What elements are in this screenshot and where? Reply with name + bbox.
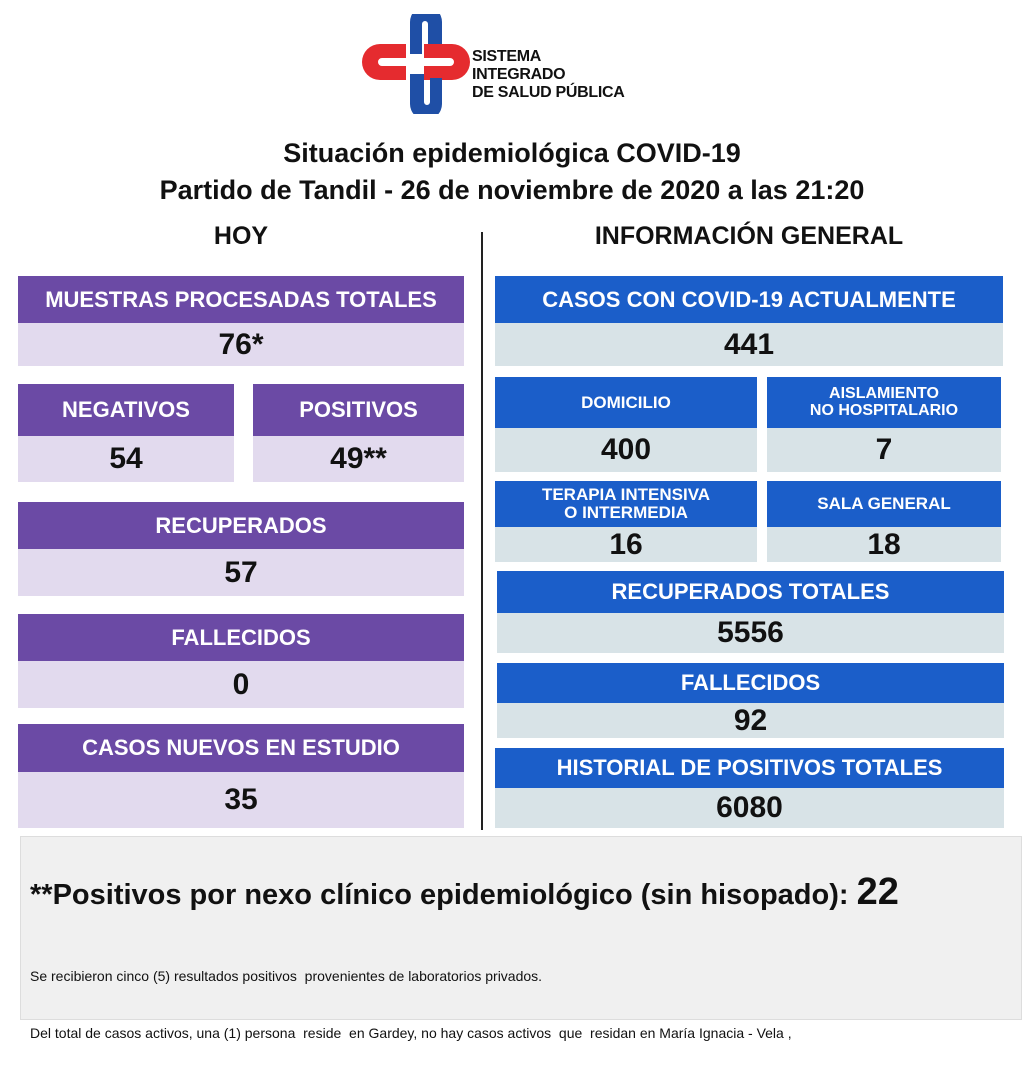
terapia-value: 16 [495,527,757,562]
sala-header: SALA GENERAL [767,481,1001,527]
fallecidos-header: FALLECIDOS [18,614,464,661]
nexo-value: 22 [856,871,899,913]
terapia-header: TERAPIA INTENSIVA O INTERMEDIA [495,481,757,527]
general-heading: INFORMACIÓN GENERAL [594,222,904,250]
actuales-header: CASOS CON COVID-19 ACTUALMENTE [495,276,1003,323]
logo-mark-icon [362,14,470,114]
recuperados-totales-header: RECUPERADOS TOTALES [497,571,1004,613]
column-divider [481,232,483,830]
recuperados-value: 57 [18,549,464,596]
terapia-label-2: O INTERMEDIA [564,503,688,522]
logo: SISTEMA INTEGRADO DE SALUD PÚBLICA [362,14,632,114]
logo-text-line1: SISTEMA INTEGRADO [472,48,566,83]
positivos-value: 49** [253,436,464,482]
historial-header: HISTORIAL DE POSITIVOS TOTALES [495,748,1004,788]
nuevos-header: CASOS NUEVOS EN ESTUDIO [18,724,464,772]
positivos-header: POSITIVOS [253,384,464,436]
fallecidos-totales-value: 92 [497,703,1004,738]
recuperados-totales-value: 5556 [497,613,1004,653]
aislamiento-value: 7 [767,428,1001,472]
fallecidos-totales-header: FALLECIDOS [497,663,1004,703]
aislamiento-label-2: NO HOSPITALARIO [809,401,959,419]
hoy-heading: HOY [213,222,269,250]
logo-text-line2: DE SALUD PÚBLICA [472,84,625,101]
aislamiento-label-1: AISLAMIENTO [829,384,939,402]
nexo-label: **Positivos por nexo clínico epidemiológ… [30,879,849,911]
historial-value: 6080 [495,788,1004,828]
page-title: Situación epidemiológica COVID-19 [283,138,741,168]
footer-note-1: Se recibieron cinco (5) resultados posit… [30,968,543,984]
sala-value: 18 [767,527,1001,562]
domicilio-header: DOMICILIO [495,377,757,428]
nuevos-value: 35 [18,772,464,828]
negativos-header: NEGATIVOS [18,384,234,436]
actuales-value: 441 [495,323,1003,366]
footer-note-2: Del total de casos activos, una (1) pers… [30,1025,792,1041]
recuperados-header: RECUPERADOS [18,502,464,549]
fallecidos-value: 0 [18,661,464,708]
aislamiento-header: AISLAMIENTO NO HOSPITALARIO [767,377,1001,428]
domicilio-value: 400 [495,428,757,472]
page-subtitle: Partido de Tandil - 26 de noviembre de 2… [159,175,865,205]
muestras-value: 76* [18,323,464,366]
negativos-value: 54 [18,436,234,482]
terapia-label-1: TERAPIA INTENSIVA [541,485,711,505]
muestras-header: MUESTRAS PROCESADAS TOTALES [18,276,464,323]
footer-panel: **Positivos por nexo clínico epidemiológ… [20,836,1022,1041]
